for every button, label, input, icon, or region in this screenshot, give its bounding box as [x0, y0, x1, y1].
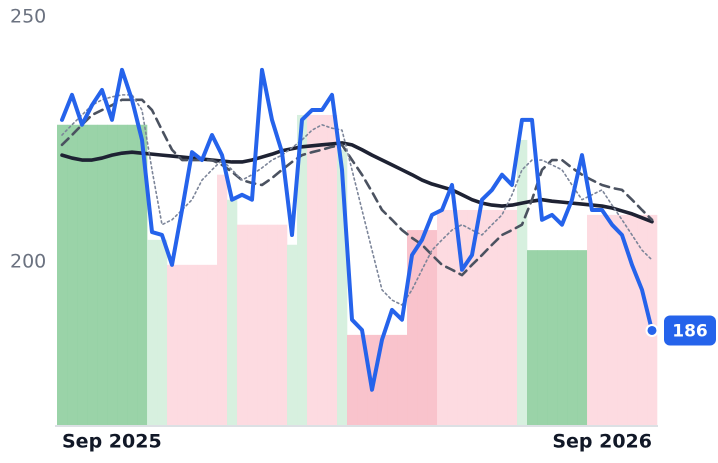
regime-bar	[227, 199, 238, 425]
series-line	[60, 67, 654, 392]
regime-bar	[527, 250, 538, 425]
regime-bar	[257, 224, 268, 425]
series-line	[61, 94, 653, 306]
regime-bar	[647, 214, 658, 425]
y-tick-label: 200	[10, 250, 46, 272]
regime-bar	[537, 250, 548, 425]
regime-bar	[467, 209, 478, 425]
regime-bar	[397, 334, 408, 425]
regime-bar	[457, 209, 468, 425]
regime-bar	[247, 224, 258, 425]
value-label: 186	[672, 321, 708, 341]
regime-bar	[77, 124, 88, 426]
regime-bar	[187, 264, 198, 425]
regime-bar	[177, 264, 188, 425]
regime-bar	[127, 124, 138, 426]
regime-bar	[597, 214, 608, 425]
regime-bar	[307, 114, 318, 426]
regime-bar	[237, 224, 248, 425]
x-tick-label: Sep 2025	[62, 431, 162, 453]
regime-bar	[437, 209, 448, 425]
regime-bar	[167, 264, 178, 425]
regime-bar	[327, 114, 338, 426]
regime-bar	[497, 209, 508, 425]
regime-bar	[487, 209, 498, 425]
regime-bar	[217, 174, 228, 425]
regime-bar	[157, 239, 168, 425]
regime-bar	[207, 264, 218, 425]
regime-bar	[287, 244, 298, 425]
y-tick-label: 250	[10, 6, 46, 28]
regime-bar	[67, 124, 78, 426]
regime-bar	[567, 250, 578, 425]
regime-bar	[357, 334, 368, 425]
regime-bar	[87, 124, 98, 426]
regime-bar	[627, 214, 638, 425]
regime-bar	[377, 334, 388, 425]
regime-bar	[277, 224, 288, 425]
regime-bar	[577, 250, 588, 425]
regime-bar	[107, 124, 118, 426]
value-badge	[664, 315, 716, 346]
regime-bar	[407, 230, 418, 425]
regime-bar	[417, 230, 428, 425]
regime-bar	[477, 209, 488, 425]
regime-bar	[547, 250, 558, 425]
regime-bar	[587, 214, 598, 425]
series-line	[60, 98, 654, 277]
regime-bar	[137, 124, 148, 426]
regime-bar	[507, 209, 518, 425]
series-line	[60, 141, 654, 224]
regime-bar	[337, 149, 348, 426]
regime-bar	[317, 114, 328, 426]
regime-bar	[607, 214, 618, 425]
regime-bar	[557, 250, 568, 425]
regime-bar	[637, 214, 648, 425]
regime-bar	[447, 209, 458, 425]
regime-bar	[267, 224, 278, 425]
regime-bar	[147, 239, 158, 425]
x-tick-label: Sep 2026	[552, 431, 652, 453]
regime-bar	[617, 214, 628, 425]
last-point	[645, 323, 659, 337]
regime-bar	[427, 230, 438, 425]
regime-bar	[117, 124, 128, 426]
regime-bar	[97, 124, 108, 426]
regime-bar	[297, 114, 308, 426]
regime-bar	[517, 139, 528, 425]
regime-bar	[57, 124, 68, 426]
regime-bar	[347, 334, 358, 425]
regime-bar	[197, 264, 208, 425]
regime-bar	[387, 334, 398, 425]
